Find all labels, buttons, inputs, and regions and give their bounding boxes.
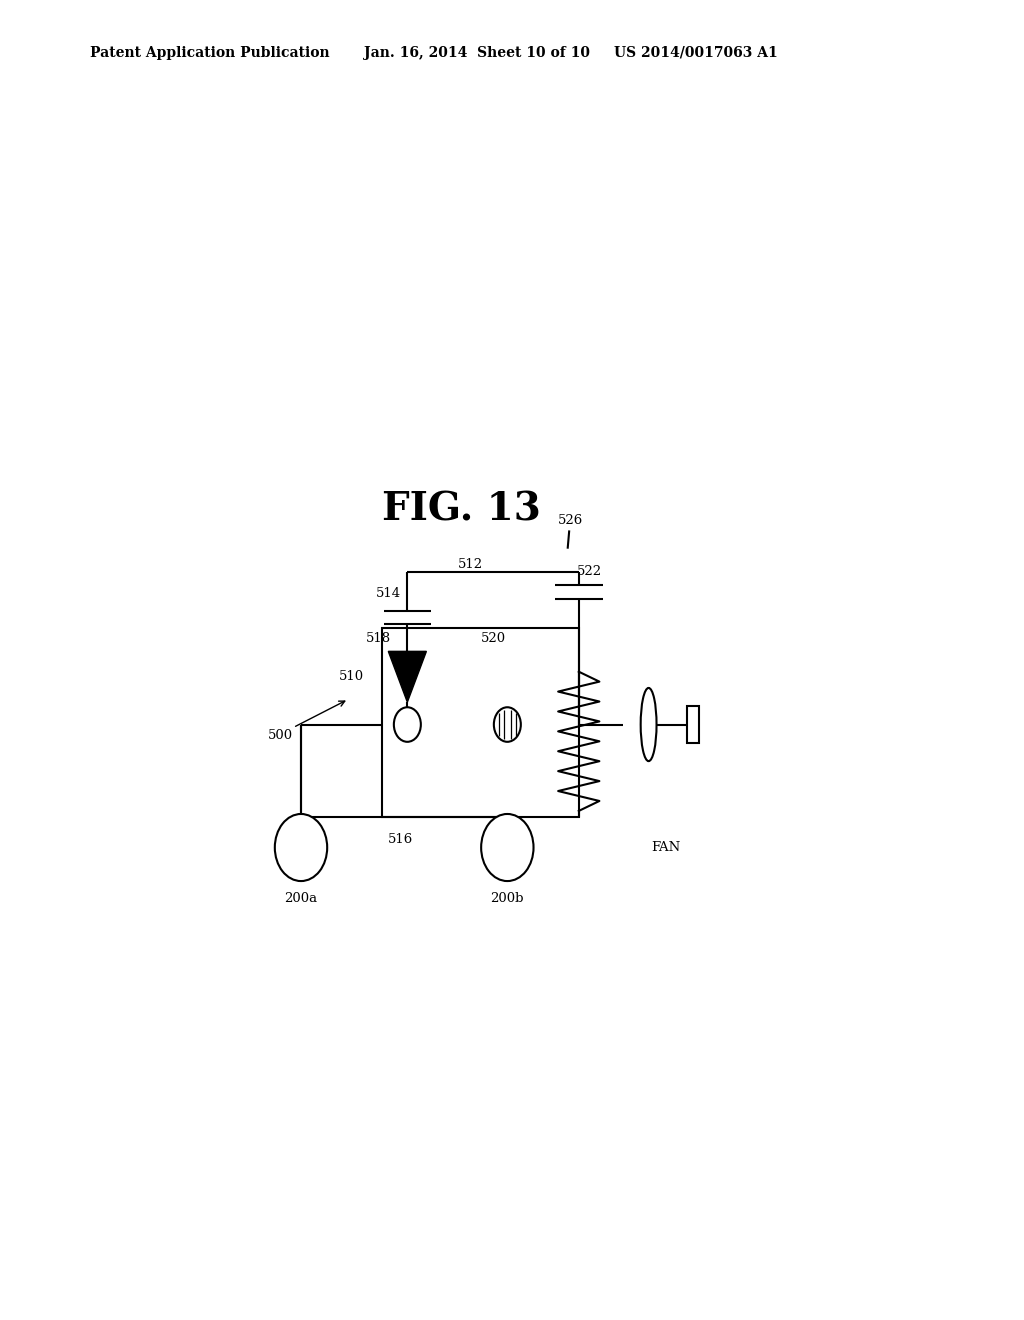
Bar xyxy=(382,628,579,817)
Ellipse shape xyxy=(641,688,656,762)
Circle shape xyxy=(481,814,534,880)
Text: 518: 518 xyxy=(367,632,391,644)
Bar xyxy=(687,706,699,743)
Text: 512: 512 xyxy=(459,558,483,572)
Text: 520: 520 xyxy=(480,632,506,644)
Text: 522: 522 xyxy=(578,565,602,578)
Text: Jan. 16, 2014  Sheet 10 of 10: Jan. 16, 2014 Sheet 10 of 10 xyxy=(364,46,590,59)
Text: US 2014/0017063 A1: US 2014/0017063 A1 xyxy=(614,46,778,59)
Circle shape xyxy=(274,814,328,880)
Text: 516: 516 xyxy=(388,833,414,846)
Text: 200a: 200a xyxy=(285,892,317,904)
Text: 510: 510 xyxy=(339,671,365,684)
Circle shape xyxy=(494,708,521,742)
Text: 500: 500 xyxy=(268,729,293,742)
Circle shape xyxy=(394,708,421,742)
Text: Patent Application Publication: Patent Application Publication xyxy=(90,46,330,59)
Text: 526: 526 xyxy=(558,513,584,527)
Text: 200b: 200b xyxy=(490,892,524,904)
Text: FAN: FAN xyxy=(651,841,681,854)
Text: FIG. 13: FIG. 13 xyxy=(382,490,541,528)
Polygon shape xyxy=(388,651,426,702)
Text: 514: 514 xyxy=(376,587,400,599)
